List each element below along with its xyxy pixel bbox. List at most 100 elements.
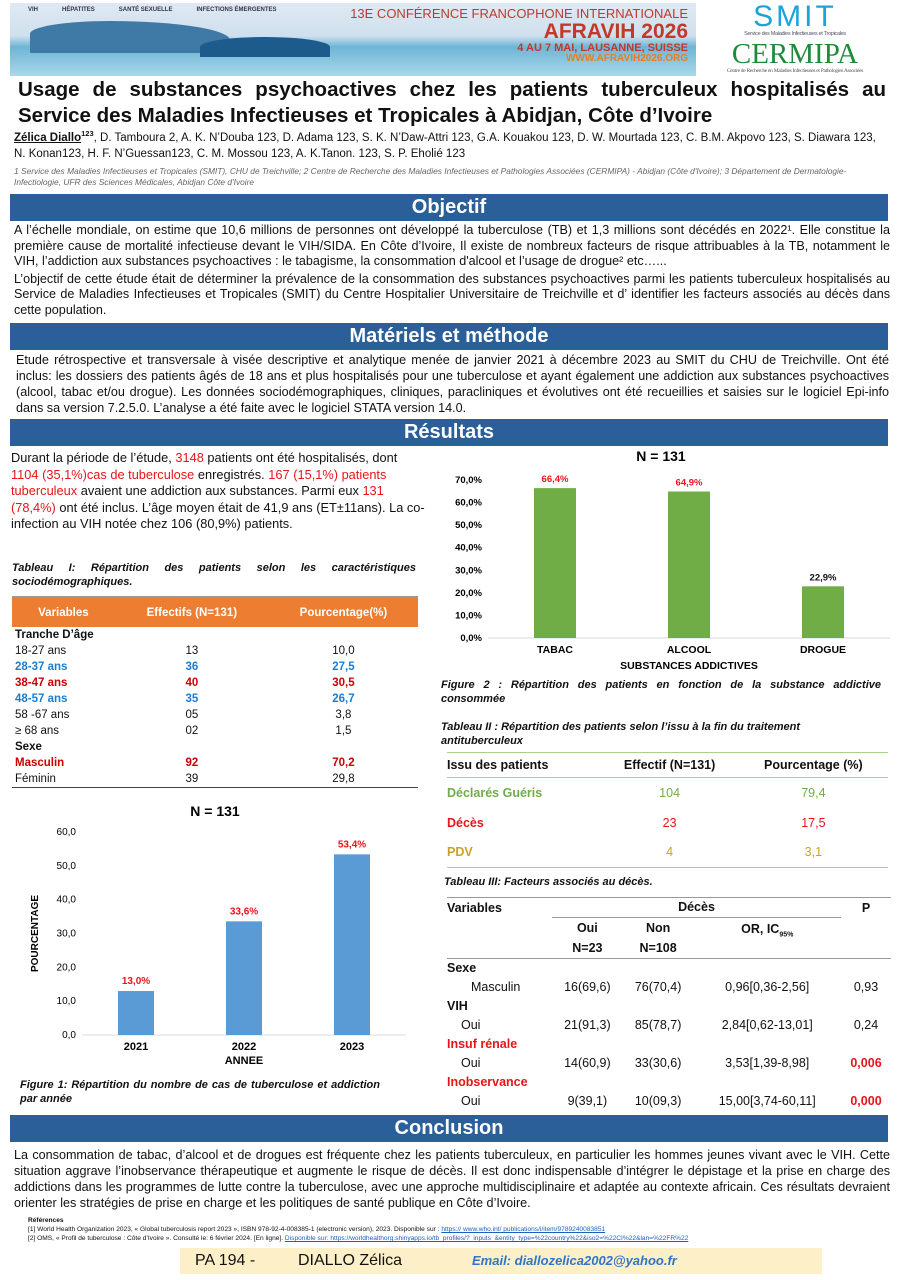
x-tick-label: 2022	[232, 1041, 256, 1053]
table-row: Oui 14(60,9) 33(30,6) 3,53[1,39-8,98] 0,006	[461, 1055, 882, 1070]
table-group-row: Insuf rénale	[447, 1036, 518, 1051]
summary-segment: avaient une addiction aux substances. Pa…	[77, 483, 363, 498]
y-tick-label: 30,0	[57, 929, 77, 940]
y-tick-label: 20,0%	[455, 588, 482, 599]
y-tick-label: 60,0	[57, 827, 77, 838]
banner-line1: 13E CONFÉRENCE FRANCOPHONE INTERNATIONAL…	[350, 6, 688, 21]
y-tick-label: 10,0	[57, 996, 77, 1007]
footer-bar: PA 194 - DIALLO Zélica Email: diallozeli…	[180, 1248, 822, 1274]
data-label: 53,4%	[338, 839, 366, 850]
y-tick-label: 30,0%	[455, 565, 482, 576]
y-axis-label: POURCENTAGE	[30, 895, 41, 972]
banner-line2: AFRAVIH 2026	[543, 19, 688, 43]
table-row: PDV 4 3,1	[447, 837, 888, 868]
figure2-caption: Figure 2 : Répartition des patients en f…	[441, 679, 881, 705]
data-label: 64,9%	[676, 478, 703, 489]
y-tick-label: 40,0	[57, 895, 77, 906]
table-row: Tranche D’âge	[15, 629, 94, 641]
data-label: 13,0%	[122, 976, 150, 987]
table-row: 58 -67 ans 05 3,8	[15, 709, 352, 721]
table-row: ≥ 68 ans 02 1,5	[15, 725, 352, 737]
cermipa-logo: CERMIPA Centre de Recherche en Maladies I…	[726, 38, 864, 75]
banner-tag: HÉPATITES	[62, 7, 95, 13]
reference-link-2[interactable]: Disponible sur: https://worldhealthorg.s…	[284, 1235, 689, 1242]
table-row: Oui 21(91,3) 85(78,7) 2,84[0,62-13,01] 0,24	[461, 1017, 879, 1032]
authors: Zélica Diallo123, D. Tamboura 2, A. K. N…	[14, 129, 876, 160]
summary-segment: 131 (78,4%)	[11, 483, 384, 515]
table-row: Décès 23 17,5	[447, 815, 826, 830]
y-tick-label: 40,0%	[455, 543, 482, 554]
email[interactable]: Email: diallozelica2002@yahoo.fr	[472, 1253, 677, 1268]
affiliations: 1 Service des Maladies Infectieuses et T…	[14, 166, 847, 187]
x-tick-label: DROGUE	[800, 644, 846, 656]
resultats-summary: Durant la période de l’étude, 3148 patie…	[11, 450, 426, 533]
section-header-methode: Matériels et méthode	[10, 323, 888, 350]
table-row: Féminin 39 29,8	[15, 773, 355, 785]
bar-drogue	[802, 586, 844, 638]
table2: Issu des patients Effectif (N=131) Pourcen…	[447, 752, 888, 868]
summary-segment: Durant la période de l’étude,	[11, 450, 176, 465]
figure1-chart: N = 131 0,0 10,0 20,0 30,0 40,0 50,0 60,0 13,0% 2…	[30, 803, 406, 1067]
smit-logo: SMIT Service des Maladies Infectieuses et…	[744, 0, 846, 38]
x-tick-label: ALCOOL	[667, 644, 712, 656]
y-tick-label: 50,0	[57, 861, 77, 872]
y-tick-label: 20,0	[57, 962, 77, 973]
table-row: Masculin 16(69,6) 76(70,4) 0,96[0,36-2,56] 0…	[471, 979, 879, 994]
table-group-row: VIH	[447, 998, 468, 1013]
table-row: Masculin 92 70,2	[15, 757, 355, 769]
table-row: 18-27 ans 13 10,0	[15, 645, 355, 657]
table3-caption: Tableau III: Facteurs associés au décès.	[444, 876, 653, 888]
y-tick-label: 60,0%	[455, 498, 482, 509]
section-header-conclusion: Conclusion	[10, 1115, 888, 1142]
table-row: 38-47 ans 40 30,5	[15, 677, 355, 689]
y-tick-label: 0,0	[62, 1030, 76, 1041]
table-group-row: Inobservance	[447, 1074, 528, 1089]
table-group-row: Sexe	[447, 960, 477, 975]
table-row: Sexe	[15, 741, 42, 753]
data-label: 33,6%	[230, 906, 258, 917]
table1: Variables Effectifs (N=131) Pourcentage(%)…	[12, 596, 418, 788]
chart-title: N = 131	[636, 448, 686, 464]
banner-tag: SANTÉ SEXUELLE	[118, 7, 173, 13]
banner-tag: INFECTIONS ÉMERGENTES	[196, 7, 277, 13]
chart-title: N = 131	[190, 803, 240, 819]
bar-2023	[334, 854, 370, 1035]
bar-tabac	[534, 488, 576, 638]
section-header-resultats: Résultats	[10, 419, 888, 446]
references: Références [1] World Health Organization…	[28, 1217, 689, 1242]
x-axis-label: SUBSTANCES ADDICTIVES	[620, 660, 758, 672]
objectif-text: A l’échelle mondiale, on estime que 10,6…	[14, 223, 890, 317]
banner-line3: 4 AU 7 MAI, LAUSANNE, SUISSE	[517, 41, 688, 54]
banner-url: WWW.AFRAVIH2026.ORG	[565, 53, 688, 65]
summary-segment: 1104 (35,1%)cas de tuberculose	[11, 466, 195, 482]
table1-caption: Tableau I: Répartition des patients selo…	[12, 562, 416, 588]
data-label: 22,9%	[810, 572, 837, 583]
figure2-chart: N = 131 0,0% 10,0% 20,0% 30,0% 40,0% 50,0% 60,0…	[455, 448, 890, 672]
summary-segment: ont été inclus. L’âge moyen était de 41,…	[11, 499, 425, 532]
summary-segment: patients ont été hospitalisés, dont	[203, 450, 398, 465]
summary-segment: 167 (15,1%) patients tuberculeux	[11, 466, 387, 499]
section-header-objectif: Objectif	[10, 194, 888, 221]
x-tick-label: 2023	[340, 1041, 364, 1053]
reference-link-1[interactable]: https:// www.who.int/ publications/i/ite…	[441, 1226, 606, 1233]
data-label: 66,4%	[542, 474, 569, 485]
conclusion-text: La consommation de tabac, d’alcool et de…	[14, 1148, 890, 1210]
poster-title: Usage de substances psychoactives chez l…	[18, 78, 886, 127]
summary-segment: 3148	[175, 450, 204, 465]
table-row: 48-57 ans 35 26,7	[15, 693, 355, 705]
table-row: 28-37 ans 36 27,5	[15, 661, 355, 673]
y-tick-label: 50,0%	[455, 520, 482, 531]
presenter-name: DIALLO Zélica	[298, 1252, 403, 1269]
methode-text: Etude rétrospective et transversale à vi…	[16, 353, 889, 415]
bar-2021	[118, 991, 154, 1035]
x-axis-label: ANNEE	[225, 1055, 264, 1067]
y-tick-label: 70,0%	[455, 475, 482, 486]
bar-2022	[226, 921, 262, 1035]
table2-caption: Tableau II : Répartition des patients se…	[441, 721, 800, 747]
conference-banner: VIH HÉPATITES SANTÉ SEXUELLE INFECTIONS ÉME…	[10, 3, 696, 76]
table-row: Déclarés Guéris 104 79,4	[447, 785, 826, 800]
figure1-caption: Figure 1: Répartition du nombre de cas d…	[20, 1079, 380, 1105]
table3: Variables Décès P Oui N=23 Non N=108 OR, IC95%…	[447, 897, 891, 1110]
summary-segment: enregistrés.	[194, 466, 269, 482]
x-tick-label: 2021	[124, 1041, 148, 1053]
